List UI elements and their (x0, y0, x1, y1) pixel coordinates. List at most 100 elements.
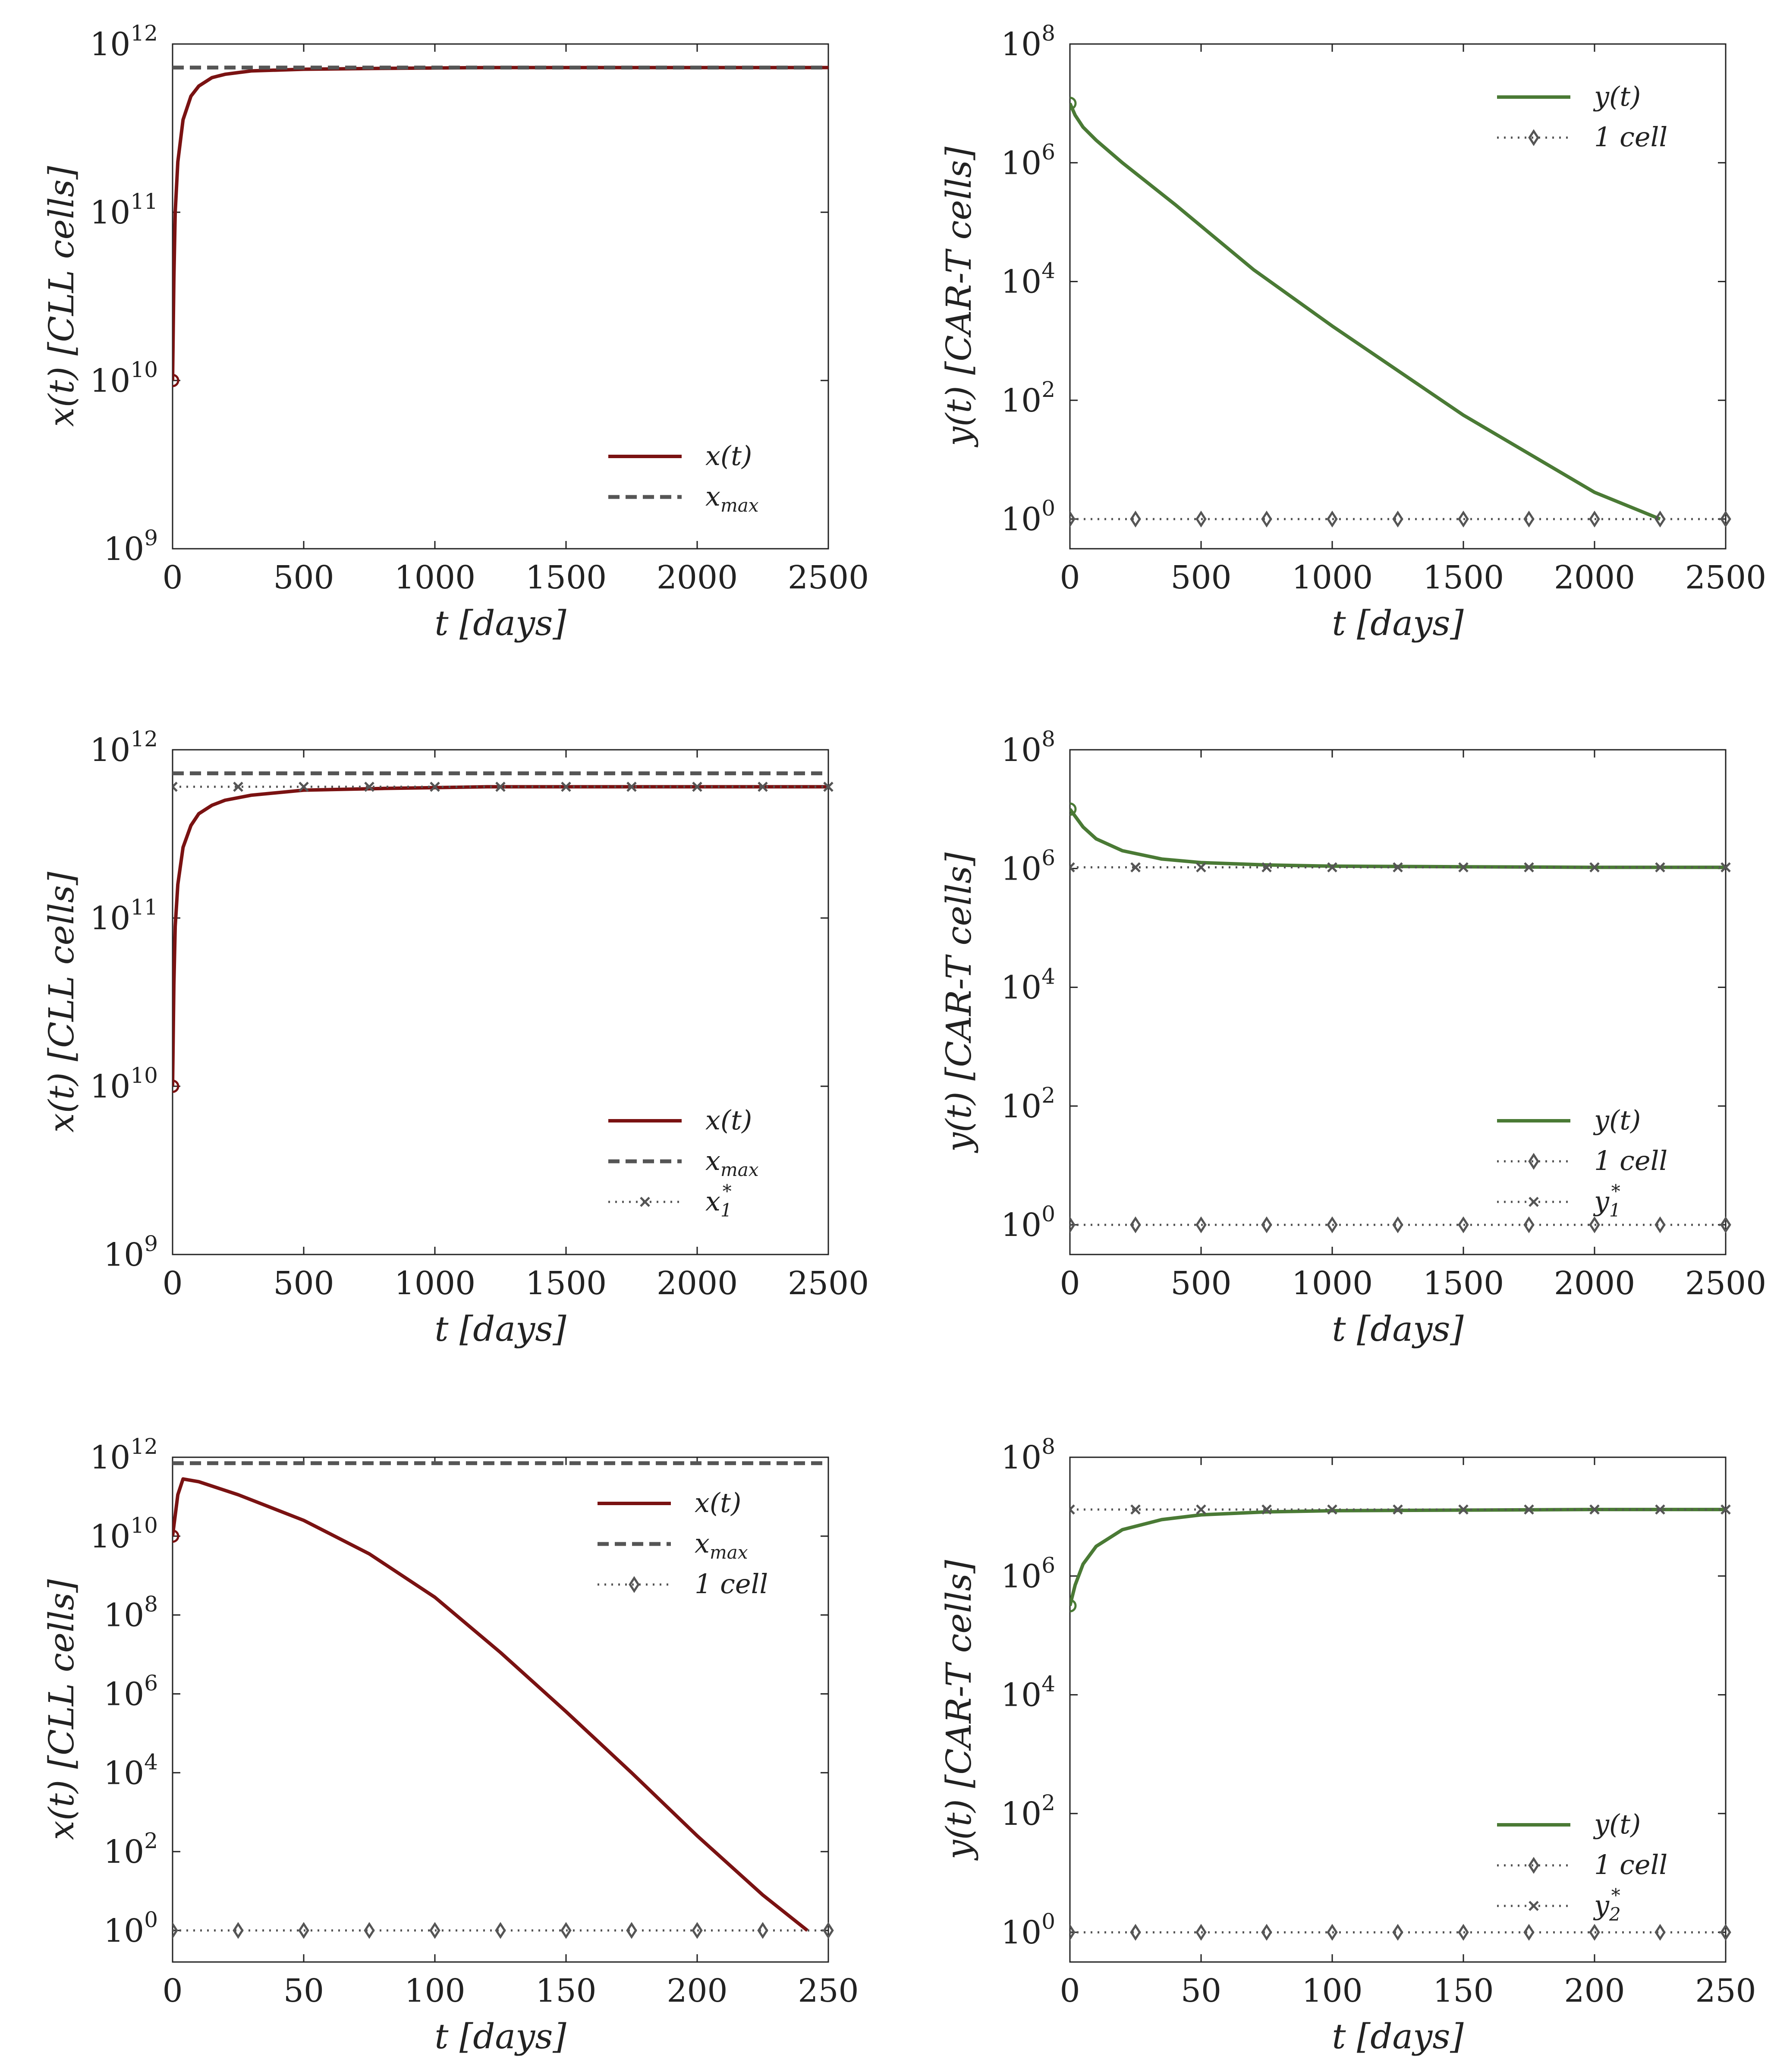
series-marker (1130, 1504, 1141, 1515)
series-marker (1130, 510, 1141, 528)
series-y-t- (1070, 1508, 1726, 1607)
y-tick-label: 102 (1001, 1083, 1055, 1125)
y-axis-label: y(t) [CAR-T cells] (939, 852, 979, 1153)
series-marker (1327, 510, 1338, 528)
y-tick-label: 109 (104, 1231, 158, 1273)
series-marker (1130, 1216, 1141, 1233)
series-marker (1655, 862, 1665, 873)
series-group (173, 66, 828, 387)
y-tick-label: 1012 (90, 726, 158, 769)
series-marker (1196, 1504, 1206, 1515)
plot-frame (172, 1456, 829, 1963)
y-tick-label: 100 (1001, 1909, 1055, 1951)
series-group (173, 771, 834, 1093)
y-tick-label: 104 (104, 1749, 158, 1792)
x-axis-label: t [days] (434, 603, 566, 643)
x-axis-label: t [days] (434, 2016, 566, 2056)
series-marker (1393, 1504, 1403, 1515)
series-marker (1070, 510, 1076, 528)
x-tick-label: 1500 (1423, 1265, 1504, 1302)
series-marker (1458, 510, 1469, 528)
series-marker (758, 782, 768, 792)
legend-item-label: xmax (695, 1528, 748, 1563)
legend-item-label: x(t) (705, 440, 752, 472)
x-tick-label: 2000 (657, 1265, 738, 1302)
x-tick-label: 100 (404, 1972, 465, 2009)
y-tick-label: 104 (1001, 964, 1055, 1006)
series-marker (1654, 510, 1666, 528)
series-marker (1721, 1504, 1731, 1515)
series-group (1070, 97, 1731, 528)
plot-frame (1069, 43, 1727, 550)
series-marker (1327, 1216, 1338, 1233)
series-marker (1721, 862, 1731, 873)
y-tick-label: 108 (1001, 21, 1055, 63)
legend: x(t) xmax 1 cell (598, 1487, 768, 1600)
series-marker (1261, 1216, 1272, 1233)
series-marker (1654, 1924, 1666, 1941)
x-tick-label: 250 (798, 1972, 859, 2009)
series-marker (626, 782, 637, 792)
series-marker (1195, 1216, 1207, 1233)
legend-item-label: xmax (705, 481, 759, 516)
y-tick-label: 100 (1001, 1201, 1055, 1244)
x-tick-label: 50 (1181, 1972, 1221, 2009)
series-marker (757, 1922, 768, 1939)
legend-item-label: y1* (1593, 1181, 1621, 1221)
chart-p5: 0 50 100 150 200 250 100 102 104 106 108 1010 1012 t … (41, 1434, 859, 2056)
series-marker (1654, 1216, 1666, 1233)
series-marker (430, 782, 440, 792)
y-axis-label: x(t) [CLL cells] (41, 166, 82, 427)
series-marker (692, 782, 702, 792)
series-group (1070, 1504, 1731, 1941)
series-marker (1070, 1216, 1076, 1233)
series-marker (1393, 862, 1403, 873)
legend-item-label: 1 cell (695, 1568, 768, 1600)
series-marker (561, 782, 571, 792)
legend-item-label: y(t) (1593, 1104, 1641, 1136)
series-marker (1458, 1504, 1469, 1515)
legend-item-label: 1 cell (1594, 1145, 1667, 1176)
series-marker (1327, 862, 1337, 873)
legend-marker (1529, 1901, 1539, 1911)
x-tick-label: 2500 (1685, 559, 1766, 596)
series-marker (560, 1922, 572, 1939)
y-tick-label: 1012 (90, 1434, 158, 1476)
legend-item-label: 1 cell (1594, 1849, 1667, 1880)
series-marker (364, 1922, 375, 1939)
x-axis-label: t [days] (1332, 2016, 1464, 2056)
y-tick-label: 1011 (90, 189, 158, 231)
series-marker (299, 782, 309, 792)
x-tick-label: 50 (283, 1972, 324, 2009)
chart-p4: 0 500 1000 1500 2000 2500 100 102 104 106 108 t [da… (939, 726, 1766, 1349)
series-marker (1070, 1924, 1076, 1941)
y-tick-label: 106 (1001, 845, 1055, 887)
series-x-t- (173, 66, 828, 381)
series-marker (1392, 510, 1403, 528)
x-tick-label: 1500 (1423, 559, 1504, 596)
y-tick-label: 102 (104, 1828, 158, 1871)
chart-p3: 0 500 1000 1500 2000 2500 109 1010 1011 1012 t [da… (41, 726, 869, 1349)
y-tick-label: 102 (1001, 1790, 1055, 1833)
legend-marker (1529, 1197, 1539, 1207)
y-tick-label: 108 (104, 1592, 158, 1634)
series-y-t- (1070, 102, 1661, 521)
series-y-t- (1070, 808, 1726, 869)
series-x-t- (173, 785, 828, 1087)
series-marker (1458, 1924, 1469, 1941)
y-tick-label: 108 (1001, 726, 1055, 769)
x-axis-label: t [days] (1332, 603, 1464, 643)
y-tick-label: 100 (104, 1907, 158, 1949)
series-marker (1458, 1216, 1469, 1233)
plot-frame (1069, 1456, 1727, 1963)
series-marker (1261, 862, 1272, 873)
series-marker (1130, 1924, 1141, 1941)
legend: y(t) 1 cell y1* (1497, 1104, 1667, 1221)
x-tick-label: 1000 (394, 1265, 475, 1302)
x-tick-label: 0 (1060, 1265, 1080, 1302)
series-marker (1720, 1924, 1731, 1941)
series-marker (495, 1922, 506, 1939)
x-tick-label: 0 (1060, 559, 1080, 596)
